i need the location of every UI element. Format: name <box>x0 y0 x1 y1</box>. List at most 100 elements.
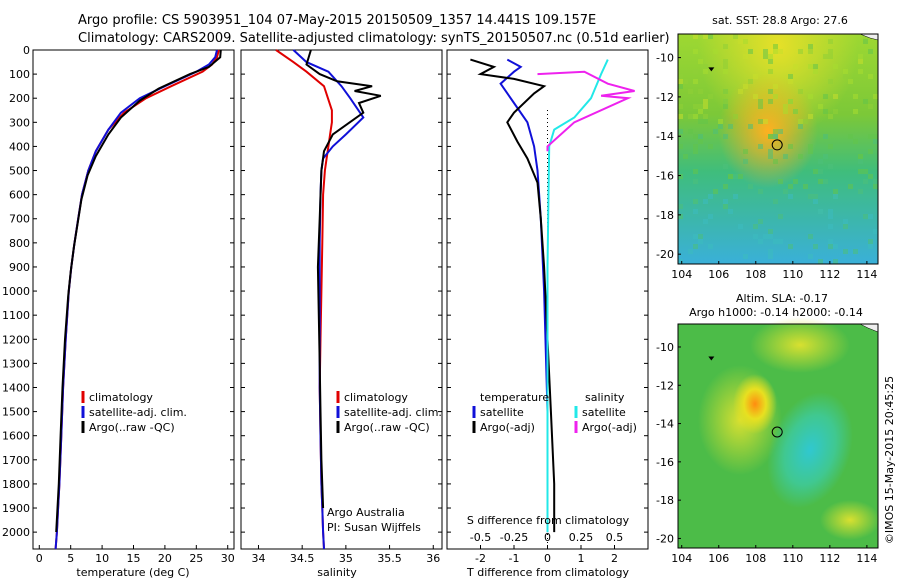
sal-series-satellite-adj-clim- <box>292 49 365 550</box>
sst-pixel <box>713 189 718 194</box>
sal-xtick-label: 34 <box>251 552 265 565</box>
difference-panel: -2 -1 0 1 2 -0.5 -0.25 0 0.25 0.5 T difference fr… <box>446 49 649 579</box>
sst-pixel <box>773 134 778 139</box>
sst-pixel <box>753 74 758 79</box>
sst-pixel <box>713 129 718 134</box>
sst-pixel <box>818 169 823 174</box>
sst-pixel <box>758 239 763 244</box>
sla-map-title2: Argo h1000: -0.14 h2000: -0.14 <box>689 306 863 319</box>
diff-series-salinity-argo-adj- <box>537 70 635 152</box>
sst-pixel <box>728 174 733 179</box>
sst-pixel <box>723 44 728 49</box>
sst-pixel <box>678 104 683 109</box>
temp-series-argo-raw-qc- <box>55 49 222 533</box>
sst-pixel <box>868 104 873 109</box>
sst-pixel <box>678 204 683 209</box>
sst-pixel <box>818 179 823 184</box>
sal-xtick-label: 35 <box>339 552 353 565</box>
sst-pixel <box>768 149 773 154</box>
sst-pixel <box>748 124 753 129</box>
sst-pixel <box>843 224 848 229</box>
map-ytick-label: -12 <box>656 91 674 104</box>
salinity-legend: climatology satellite-adj. clim. Argo(..… <box>336 391 442 434</box>
sst-pixel <box>693 114 698 119</box>
sst-pixel <box>703 69 708 74</box>
sst-pixel <box>718 124 723 129</box>
sst-pixel <box>853 109 858 114</box>
sst-pixel <box>768 154 773 159</box>
sst-pixel <box>828 114 833 119</box>
sst-pixel <box>778 49 783 54</box>
sst-pixel <box>693 209 698 214</box>
legend-satellite: satellite-adj. clim. <box>89 406 187 419</box>
temp-xtick-label: 5 <box>67 552 74 565</box>
sst-pixel <box>833 64 838 69</box>
sst-pixel <box>743 159 748 164</box>
sst-pixel <box>873 184 878 189</box>
sst-pixel <box>743 149 748 154</box>
sst-pixel <box>693 149 698 154</box>
sst-pixel <box>748 49 753 54</box>
diff-xtick-top-label: -0.25 <box>500 531 528 544</box>
sst-pixel <box>768 249 773 254</box>
sst-pixel <box>678 114 683 119</box>
sst-pixel <box>868 174 873 179</box>
map-xtick-label: 110 <box>782 552 803 565</box>
temp-ytick-label: 300 <box>9 116 30 129</box>
temp-ytick-label: 700 <box>9 213 30 226</box>
sst-pixel <box>848 79 853 84</box>
temp-ytick-label: 400 <box>9 140 30 153</box>
sst-pixel <box>873 179 878 184</box>
sst-pixel <box>678 84 683 89</box>
map-ytick-label: -16 <box>656 170 674 183</box>
sst-pixel <box>813 169 818 174</box>
sst-pixel <box>733 194 738 199</box>
sst-pixel <box>868 149 873 154</box>
sst-pixel <box>743 84 748 89</box>
sst-pixel <box>808 64 813 69</box>
diff-xtick-label: -1 <box>509 552 520 565</box>
temp-xtick-label: 30 <box>221 552 235 565</box>
map-ytick-label: -20 <box>656 248 674 261</box>
temp-ytick-label: 900 <box>9 261 30 274</box>
sst-pixel <box>773 239 778 244</box>
sst-pixel <box>808 49 813 54</box>
sst-pixel <box>843 69 848 74</box>
sst-argo-marker <box>771 139 783 151</box>
sst-pixel <box>758 219 763 224</box>
sst-pixel <box>828 79 833 84</box>
sst-pixel <box>828 144 833 149</box>
temp-ytick-label: 1300 <box>2 357 30 370</box>
sst-pixel <box>858 189 863 194</box>
sst-pixel <box>793 179 798 184</box>
sst-pixel <box>753 224 758 229</box>
sst-pixel <box>758 99 763 104</box>
sst-pixel <box>788 194 793 199</box>
temp-ytick-label: 1000 <box>2 285 30 298</box>
sst-pixel <box>693 134 698 139</box>
sst-pixel <box>763 119 768 124</box>
sst-pixel <box>783 109 788 114</box>
sst-pixel <box>808 234 813 239</box>
sst-pixel <box>798 124 803 129</box>
sst-pixel <box>693 104 698 109</box>
sst-pixel <box>678 174 683 179</box>
sst-pixel <box>738 224 743 229</box>
sst-pixel <box>823 54 828 59</box>
sst-pixel <box>833 244 838 249</box>
sst-pixel <box>823 154 828 159</box>
map-ytick-label: -14 <box>656 130 674 143</box>
sst-pixel <box>703 114 708 119</box>
sst-pixel <box>768 89 773 94</box>
sal-legend-argo: Argo(..raw -QC) <box>344 421 430 434</box>
sst-pixel <box>678 259 683 264</box>
sst-pixel <box>703 119 708 124</box>
legend-t-argo: Argo(-adj) <box>480 421 535 434</box>
map-xtick-label: 114 <box>856 552 877 565</box>
sst-pixel <box>728 124 733 129</box>
sst-pixel <box>833 94 838 99</box>
sst-pixel <box>778 214 783 219</box>
sst-pixel <box>828 54 833 59</box>
temp-xtick-label: 20 <box>158 552 172 565</box>
diff-xtick-top-label: 0.5 <box>606 531 624 544</box>
